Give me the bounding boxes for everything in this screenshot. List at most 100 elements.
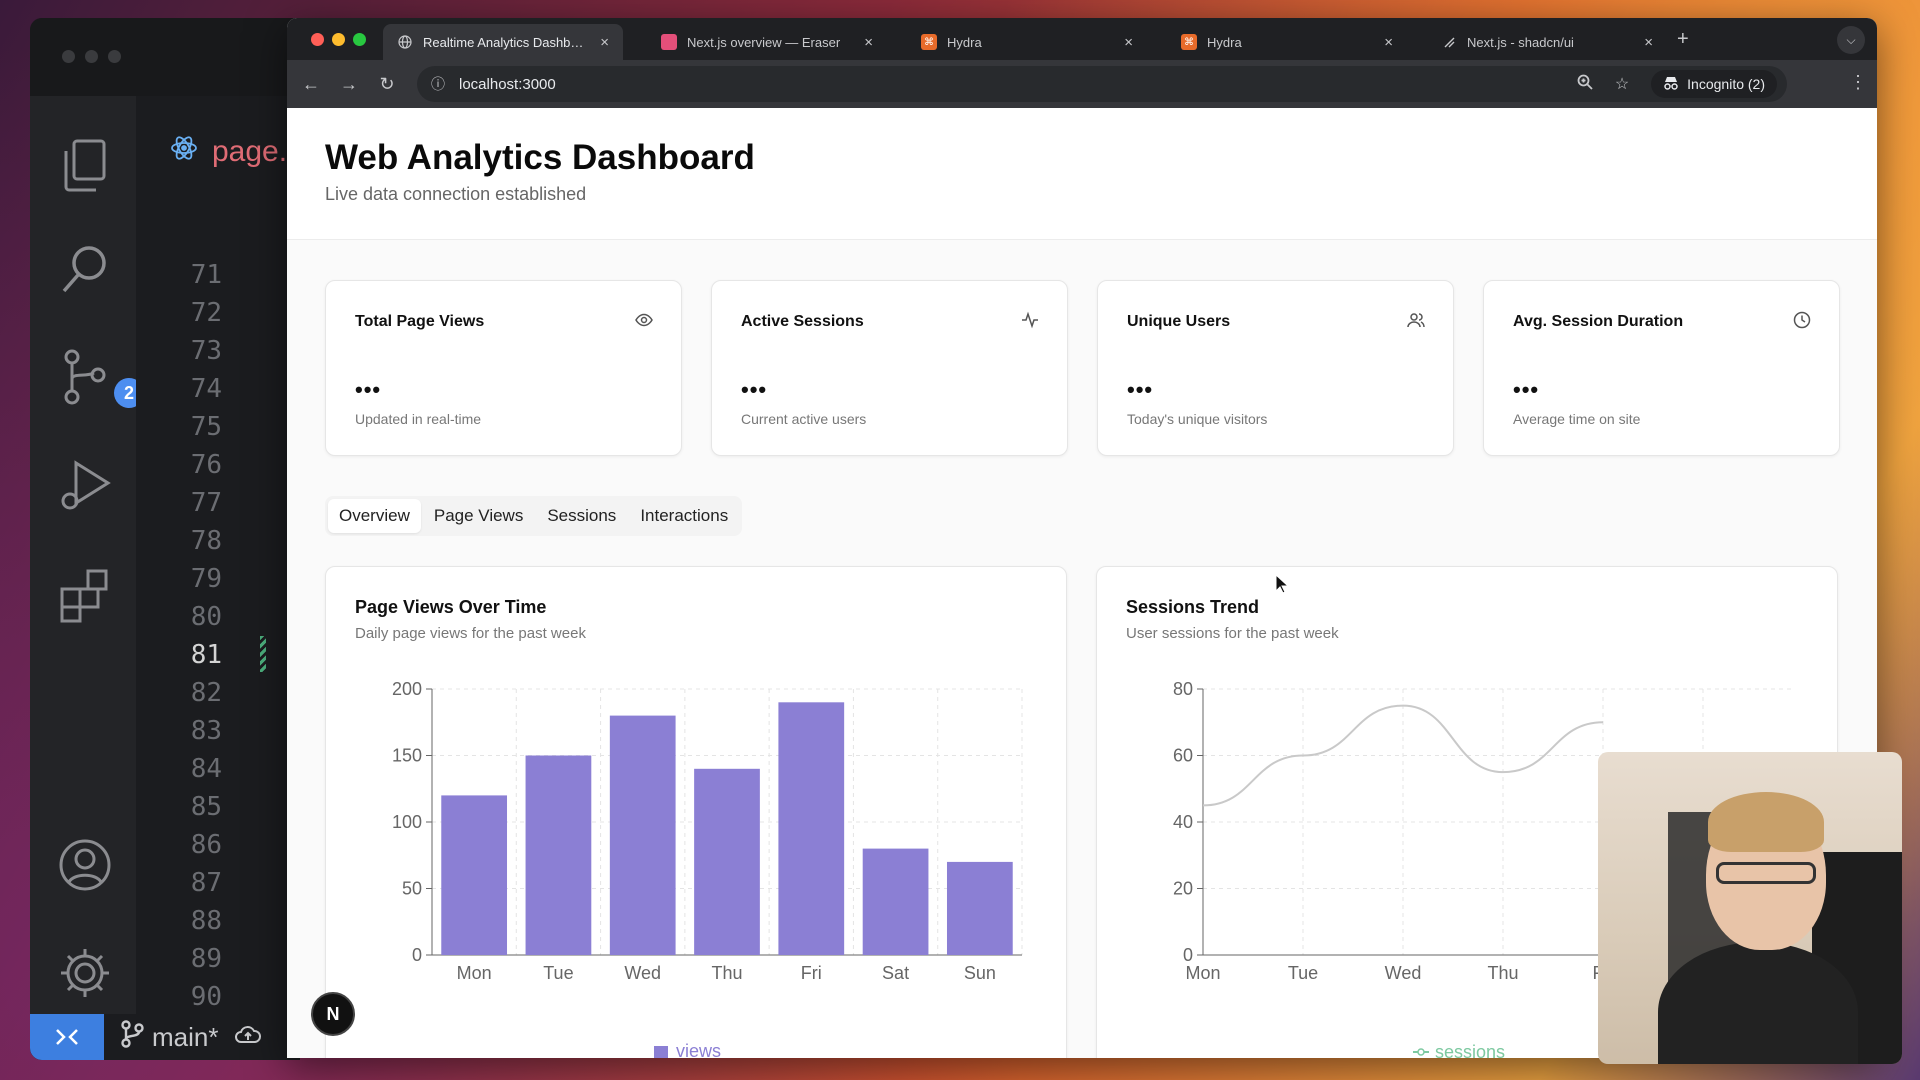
y-tick-label: 20	[1173, 879, 1193, 899]
legend-label: sessions	[1435, 1042, 1505, 1058]
line-number: 78	[190, 526, 222, 556]
nextjs-dev-indicator-button[interactable]: N	[311, 992, 355, 1036]
address-url[interactable]: localhost:3000	[459, 75, 556, 93]
window-dot[interactable]	[85, 50, 98, 63]
browser-tab[interactable]: Next.js - shadcn/ui ×	[1427, 24, 1667, 60]
settings-gear-icon[interactable]	[56, 944, 114, 1002]
x-tick-label: Thu	[711, 963, 742, 983]
branch-indicator[interactable]: main*	[120, 1019, 262, 1055]
minimize-window-button[interactable]	[332, 33, 345, 46]
stat-card-value: •••	[355, 377, 382, 402]
source-control-icon[interactable]: 2	[56, 348, 144, 408]
close-tab-icon[interactable]: ×	[864, 33, 873, 51]
line-number: 73	[190, 336, 222, 366]
line-number: 82	[190, 678, 222, 708]
forward-arrow-icon[interactable]: →	[340, 73, 358, 94]
remote-indicator-button[interactable]	[30, 1014, 104, 1060]
incognito-indicator[interactable]: Incognito (2)	[1651, 70, 1777, 98]
line-number: 79	[190, 564, 222, 594]
reload-icon[interactable]: ↻	[379, 73, 395, 94]
zoom-window-button[interactable]	[353, 33, 366, 46]
stat-card: Unique Users ••• Today's unique visitors	[1097, 280, 1454, 456]
search-icon[interactable]	[56, 241, 114, 299]
editor-titlebar	[30, 18, 300, 96]
close-tab-icon[interactable]: ×	[1384, 33, 1393, 51]
x-tick-label: Sun	[964, 963, 996, 983]
y-tick-label: 100	[392, 812, 422, 832]
browser-tab-label: Next.js - shadcn/ui	[1467, 34, 1574, 50]
browser-menu-icon[interactable]: ⋮	[1849, 72, 1867, 92]
window-dot[interactable]	[108, 50, 121, 63]
site-info-icon[interactable]: ⓘ	[431, 76, 445, 92]
bar[interactable]	[862, 848, 929, 955]
cloud-sync-icon[interactable]	[234, 1022, 262, 1053]
editor-pane: page. 71 72 73 74 75 76 77 78 79 80 81 82 83 84 85 86 87…	[136, 96, 300, 1060]
editor-file-name: page.	[212, 135, 288, 168]
branch-name: main*	[152, 1021, 219, 1052]
close-window-button[interactable]	[311, 33, 324, 46]
close-tab-icon[interactable]: ×	[1644, 33, 1653, 51]
line-number: 88	[190, 906, 222, 936]
y-tick-label: 80	[1173, 679, 1193, 699]
stat-cards: Total Page Views ••• Updated in real-time A…	[325, 280, 1840, 456]
legend-label: views	[676, 1041, 721, 1058]
stat-card-title: Unique Users	[1127, 313, 1231, 330]
extensions-icon[interactable]	[56, 566, 114, 624]
tab-page-views[interactable]: Page Views	[433, 506, 524, 525]
code-editor-window: 2 page. 71 72 73 74 75 76 77 78 79 80 81 82 83 84 85 86…	[30, 18, 300, 1060]
account-icon[interactable]	[56, 836, 114, 894]
address-bar[interactable]: ⓘ localhost:3000 ☆ Incognito (2)	[417, 66, 1787, 102]
stat-card: Total Page Views ••• Updated in real-time	[325, 280, 682, 456]
tab-search-chevron-icon[interactable]: ⌵	[1837, 26, 1865, 54]
stat-card-title: Avg. Session Duration	[1513, 313, 1684, 330]
browser-tab[interactable]: Realtime Analytics Dashboard ×	[383, 24, 623, 60]
run-debug-icon[interactable]	[56, 456, 114, 514]
browser-tab-label: Hydra	[1207, 34, 1242, 50]
editor-file-tab[interactable]: page.	[170, 134, 287, 170]
browser-tab[interactable]: ⌘ Hydra ×	[1167, 24, 1407, 60]
zoom-icon[interactable]	[1577, 74, 1593, 95]
line-number: 81	[190, 640, 222, 670]
bar[interactable]	[609, 715, 676, 955]
bar[interactable]	[525, 755, 592, 956]
stat-card-description: Updated in real-time	[355, 411, 482, 427]
line-number: 75	[190, 412, 222, 442]
mouse-cursor-icon	[1275, 573, 1290, 599]
x-tick-label: Fri	[801, 963, 822, 983]
chart-title: Page Views Over Time	[355, 597, 547, 617]
stat-card-title: Total Page Views	[355, 313, 485, 330]
bar[interactable]	[946, 861, 1013, 955]
tab-sessions[interactable]: Sessions	[547, 506, 617, 525]
stat-card-description: Today's unique visitors	[1127, 411, 1268, 427]
browser-tab[interactable]: ⌘ Hydra ×	[907, 24, 1147, 60]
y-tick-label: 50	[402, 879, 422, 899]
bookmark-star-icon[interactable]: ☆	[1614, 76, 1630, 93]
page-subtitle: Live data connection established	[325, 184, 587, 204]
status-bar: main*	[30, 1014, 300, 1060]
close-tab-icon[interactable]: ×	[1124, 33, 1133, 51]
explorer-icon[interactable]	[56, 136, 114, 194]
eye-icon	[635, 311, 653, 334]
back-arrow-icon[interactable]: ←	[302, 73, 320, 94]
bar[interactable]	[694, 768, 760, 955]
x-tick-label: Tue	[1288, 963, 1318, 983]
browser-tab[interactable]: Next.js overview — Eraser ×	[647, 24, 887, 60]
stat-card-description: Average time on site	[1513, 411, 1641, 427]
bar[interactable]	[778, 702, 845, 955]
tab-overview[interactable]: Overview	[328, 499, 421, 533]
bar[interactable]	[441, 795, 508, 955]
close-tab-icon[interactable]: ×	[600, 33, 609, 51]
line-number: 87	[190, 868, 222, 898]
x-tick-label: Thu	[1487, 963, 1518, 983]
new-tab-button[interactable]: +	[1677, 28, 1689, 50]
page-title: Web Analytics Dashboard	[325, 138, 755, 177]
window-dot[interactable]	[62, 50, 75, 63]
legend-swatch	[654, 1046, 668, 1058]
line-number: 85	[190, 792, 222, 822]
browser-toolbar: ← → ↻ ⓘ localhost:3000 ☆ Incognito (2) ⋮	[287, 60, 1877, 108]
tab-interactions[interactable]: Interactions	[640, 506, 729, 525]
line-number: 72	[190, 298, 222, 328]
dashboard-tabs: Overview Page Views Sessions Interactions	[325, 496, 743, 536]
line-number: 74	[190, 374, 222, 404]
chart-title: Sessions Trend	[1126, 597, 1260, 617]
